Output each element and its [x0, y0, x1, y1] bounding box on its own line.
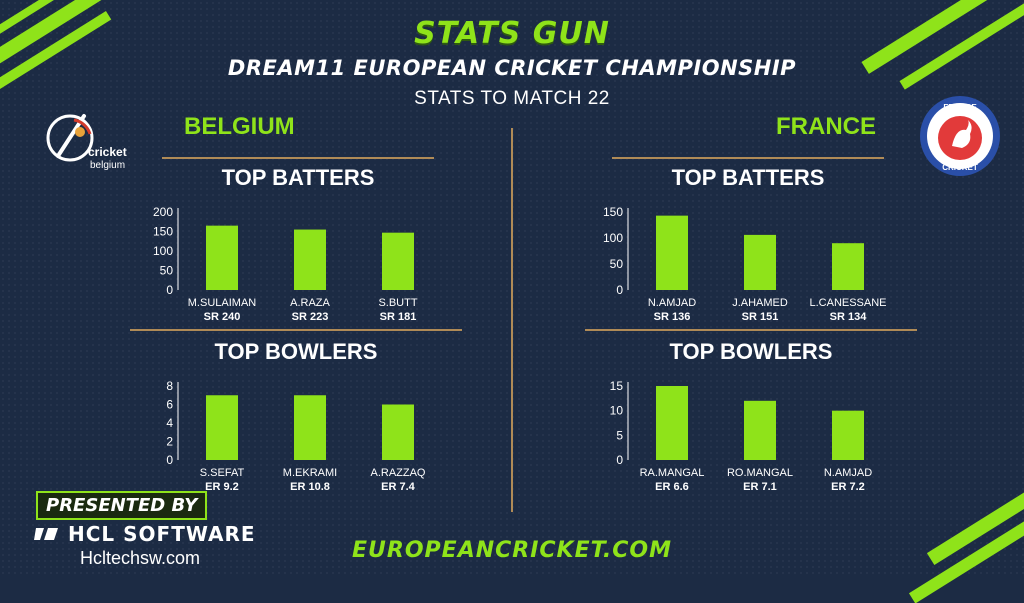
bar	[294, 229, 326, 290]
sublabel: SR 223	[292, 311, 329, 323]
y-tick-label: 15	[610, 379, 624, 393]
y-tick-label: 10	[610, 404, 624, 418]
y-tick-label: 0	[166, 283, 173, 297]
y-tick-label: 200	[153, 205, 173, 219]
website-link[interactable]: EUROPEANCRICKET.COM	[352, 538, 672, 563]
logo-text-belgium: belgium	[90, 160, 125, 171]
bar	[744, 400, 776, 460]
y-tick-label: 50	[610, 257, 624, 271]
category-label: S.BUTT	[378, 297, 417, 309]
bar	[832, 410, 864, 460]
belgium-batters-chart: 0 50 100 150 200 M.SULAIMAN SR 240 A.RAZA SR 223…	[153, 205, 418, 323]
y-tick-label: 0	[616, 283, 623, 297]
category-label: N.AMJAD	[824, 467, 872, 479]
category-label: J.AHAMED	[732, 297, 788, 309]
belgium-top-bowlers-title: TOP BOWLERS	[214, 339, 378, 364]
sponsor-name: HCL SOFTWARE	[68, 522, 256, 546]
category-label: M.EKRAMI	[283, 467, 337, 479]
y-tick-label: 50	[160, 264, 174, 278]
sublabel: ER 9.2	[205, 481, 239, 493]
divider-right-top	[612, 157, 884, 159]
bar	[294, 395, 326, 460]
cricket-belgium-logo: cricket belgium	[44, 108, 140, 172]
france-bowlers-chart: 0 5 10 15 RA.MANGAL ER 6.6 RO.MANGAL ER 7.1 N.AM…	[610, 379, 873, 493]
divider-right-mid	[585, 329, 917, 331]
stats-subtitle: STATS TO MATCH 22	[414, 88, 610, 109]
sponsor-site: Hcltechsw.com	[80, 548, 201, 568]
category-label: RO.MANGAL	[727, 467, 793, 479]
hcl-software-logo: HCL SOFTWARE	[34, 522, 256, 546]
belgium-bowlers-chart: 0 2 4 6 8 S.SEFAT ER 9.2 M.EKRAMI ER 10.8 A.RAZZA…	[166, 379, 426, 493]
logo-text-cricket: cricket	[88, 145, 127, 159]
france-top-batters-title: TOP BATTERS	[671, 165, 825, 190]
center-divider	[511, 128, 513, 512]
team-name-belgium: BELGIUM	[184, 113, 295, 140]
divider-left-mid	[130, 329, 462, 331]
y-tick-label: 8	[166, 379, 173, 393]
bar	[382, 232, 414, 290]
y-tick-label: 150	[603, 205, 623, 219]
bar	[656, 215, 688, 290]
y-tick-label: 100	[153, 244, 173, 258]
hcl-mark-icon	[34, 528, 58, 540]
y-tick-label: 0	[616, 453, 623, 467]
sublabel: ER 10.8	[290, 481, 330, 493]
france-top-bowlers-title: TOP BOWLERS	[669, 339, 833, 364]
france-cricket-logo: FRANCE CRICKET	[918, 94, 1002, 178]
brand-title: STATS GUN	[414, 16, 610, 51]
logo-text-cricket-fr: CRICKET	[942, 163, 978, 172]
event-title: DREAM11 EUROPEAN CRICKET CHAMPIONSHIP	[227, 56, 797, 80]
france-batters-chart: 0 50 100 150 N.AMJAD SR 136 J.AHAMED SR 151 L.CA…	[603, 205, 887, 323]
sublabel: ER 7.4	[381, 481, 416, 493]
category-label: M.SULAIMAN	[188, 297, 257, 309]
bar	[206, 395, 238, 460]
y-tick-label: 5	[616, 428, 623, 442]
bar	[206, 225, 238, 290]
y-tick-label: 0	[166, 453, 173, 467]
category-label: RA.MANGAL	[640, 467, 705, 479]
y-tick-label: 100	[603, 231, 623, 245]
sublabel: SR 151	[742, 311, 779, 323]
bar	[832, 243, 864, 290]
presented-by-badge: PRESENTED BY	[36, 491, 208, 520]
bar	[382, 404, 414, 460]
logo-text-france: FRANCE	[943, 103, 977, 112]
y-tick-label: 6	[166, 398, 173, 412]
bar	[744, 234, 776, 290]
sublabel: SR 181	[380, 311, 417, 323]
sublabel: SR 240	[204, 311, 241, 323]
sublabel: ER 7.1	[743, 481, 777, 493]
category-label: N.AMJAD	[648, 297, 696, 309]
category-label: A.RAZA	[290, 297, 330, 309]
sublabel: ER 7.2	[831, 481, 865, 493]
sublabel: SR 134	[830, 311, 868, 323]
belgium-top-batters-title: TOP BATTERS	[221, 165, 375, 190]
team-name-france: FRANCE	[776, 113, 876, 140]
category-label: S.SEFAT	[200, 467, 245, 479]
divider-left-top	[162, 157, 434, 159]
category-label: L.CANESSANE	[809, 297, 886, 309]
category-label: A.RAZZAQ	[370, 467, 425, 479]
sublabel: ER 6.6	[655, 481, 689, 493]
bar	[656, 386, 688, 460]
sublabel: SR 136	[654, 311, 691, 323]
y-tick-label: 4	[166, 416, 173, 430]
y-tick-label: 150	[153, 225, 173, 239]
y-tick-label: 2	[166, 435, 173, 449]
